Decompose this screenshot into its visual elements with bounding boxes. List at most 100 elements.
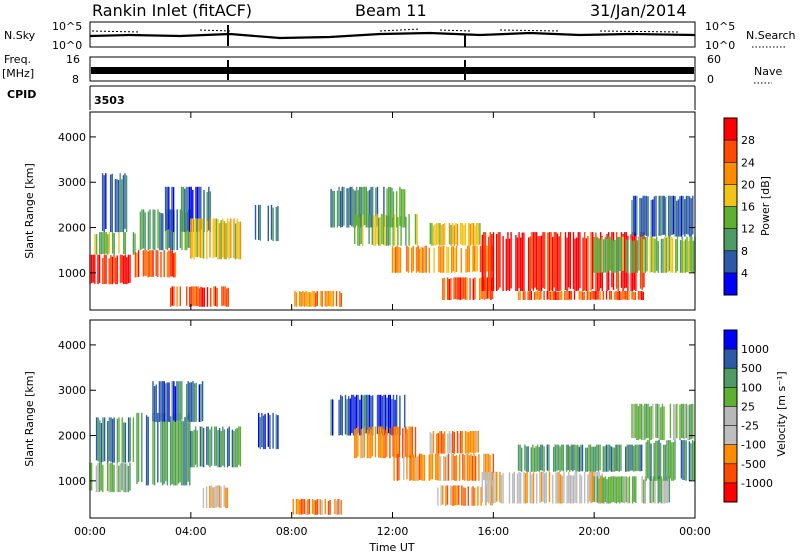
colorbar-cell [724,406,737,426]
station-title: Rankin Inlet (fitACF) [92,1,252,20]
scatter-region [294,291,342,307]
time-axis-label: Time UT [368,541,414,554]
power-colorbar: 4 8 12 16 20 24 28 Power [dB] [723,117,772,296]
scatter-region [94,232,136,255]
velocity-colorbar-label: Velocity [m s⁻¹] [775,371,788,456]
velocity-panel: Slant Range [km] 1000 2000 3000 4000 00:00 0… [23,319,711,554]
colorbar-cell [724,228,737,252]
colorbar-cell [724,272,737,296]
scatter-region [631,195,694,237]
scatter-region [442,277,494,300]
nave-tick-bottom: 0 [707,73,714,86]
nsky-scatter [91,28,681,33]
scatter-region [517,444,643,472]
scatter-region [202,485,229,508]
colorbar-tick-label: -25 [741,420,759,433]
scatter-region [631,403,694,441]
nsky-trace [89,31,696,40]
y-tick-label: 4000 [58,131,86,144]
y-tick-label: 2000 [58,430,86,443]
x-tick-label: 20:00 [578,525,610,538]
colorbar-tick-label: 20 [741,178,755,191]
scatter-region [437,485,493,506]
x-tick-label: 12:00 [377,525,409,538]
x-tick-label: 04:00 [175,525,207,538]
freq-tick-bottom: 8 [72,73,79,86]
y-tick-label: 2000 [58,222,86,235]
nsky-tick-top: 10^5 [52,20,82,33]
y-tick-label: 3000 [58,384,86,397]
colorbar-cell [724,140,737,163]
nsearch-tick-top: 10^5 [705,20,735,33]
nsearch-label: N.Search [746,29,796,42]
colorbar-tick-label: -1000 [741,477,773,490]
scatter-region [517,291,644,300]
scatter-region [481,232,645,291]
y-tick-label: 1000 [58,267,86,280]
colorbar-cell [724,250,737,274]
colorbar-cell [724,387,737,407]
colorbar-tick-label: -500 [741,458,766,471]
nsearch-tick-bottom: 10^0 [705,39,735,52]
beam-title: Beam 11 [355,1,427,20]
colorbar-tick-label: 500 [741,362,762,375]
x-tick-label: 00:00 [679,525,711,538]
colorbar-cell [724,118,737,141]
colorbar-tick-label: -100 [741,439,766,452]
scatter-region [429,223,481,246]
date-title: 31/Jan/2014 [590,1,687,20]
scatter-region [254,204,279,242]
scatter-region [89,254,131,285]
colorbar-tick-label: 28 [741,134,755,147]
velocity-ylabel: Slant Range [km] [23,371,36,467]
x-tick-label: 08:00 [276,525,308,538]
x-tick-label: 00:00 [74,525,106,538]
scatter-region [190,218,242,260]
nsky-panel: N.Sky 10^5 10^0 N.Search 10^5 10^0 [4,20,796,52]
power-colorbar-label: Power [dB] [759,176,772,236]
scatter-region [645,440,695,481]
colorbar-cell [724,162,737,185]
scatter-region [354,213,418,246]
scatter-region [101,173,128,233]
colorbar-cell [724,206,737,230]
colorbar-tick-label: 12 [741,223,755,236]
scatter-region [169,286,230,307]
freq-unit: [MHz] [2,67,34,80]
colorbar-tick-label: 8 [741,245,748,258]
colorbar-cell [724,368,737,388]
colorbar-cell [724,482,737,503]
scatter-region [391,245,494,273]
scatter-region [593,476,671,504]
freq-trace [91,67,694,74]
nsky-label: N.Sky [4,29,36,42]
freq-label: Freq. [4,53,31,66]
y-tick-label: 4000 [58,339,86,352]
freq-panel: Freq. [MHz] 16 8 Nave 60 0 [2,53,782,86]
scatter-region [292,499,342,515]
colorbar-cell [724,425,737,446]
nsky-tick-bottom: 10^0 [52,39,82,52]
scatter-region [330,394,406,436]
colorbar-cell [724,184,737,207]
colorbar-tick-label: 4 [741,267,748,280]
colorbar-cell [724,444,737,465]
scatter-region [593,236,696,273]
colorbar-cell [724,463,737,484]
velocity-colorbar: 1000 500 100 25 -25 -100 -500 -1000 Velocity [m… [723,329,788,503]
scatter-region [354,426,417,459]
scatter-region [393,453,494,481]
nave-tick-top: 60 [707,53,721,66]
freq-tick-top: 16 [66,53,80,66]
scatter-region [89,462,131,493]
colorbar-tick-label: 16 [741,201,755,214]
scatter-region [190,426,242,468]
colorbar-cell [724,330,737,350]
nave-label: Nave [754,65,782,78]
cpid-value: 3503 [94,94,125,107]
scatter-region [258,412,279,450]
scatter-region [152,381,204,422]
cpid-label: CPID [7,88,36,101]
scatter-region [481,471,603,504]
